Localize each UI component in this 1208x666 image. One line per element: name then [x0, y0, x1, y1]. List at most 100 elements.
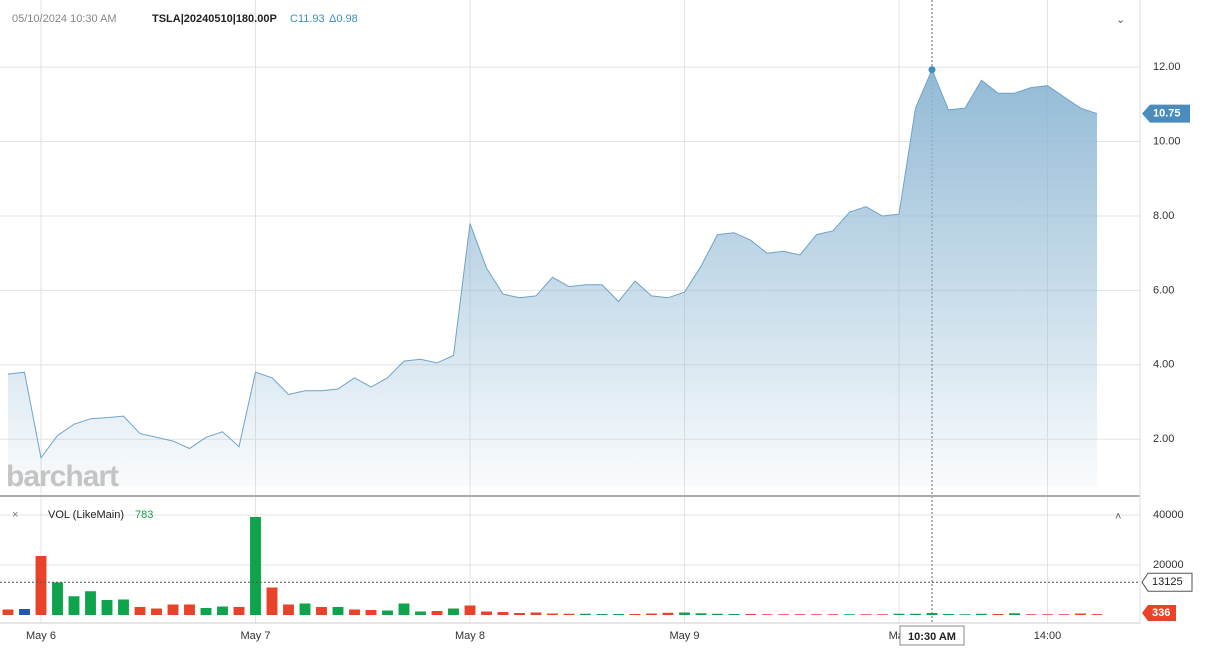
volume-bar [167, 604, 179, 615]
volume-bar [19, 609, 30, 615]
price-line [7, 68, 1098, 460]
volume-bar [118, 599, 129, 615]
volume-bar [316, 607, 327, 615]
volume-bar [481, 611, 492, 615]
volume-bar [844, 614, 855, 615]
volume-bar [250, 517, 261, 615]
header-datetime: 05/10/2024 10:30 AM [12, 13, 117, 25]
volume-bar [101, 600, 113, 615]
reference-tag [1141, 572, 1193, 592]
volume-bar [398, 603, 410, 615]
volume-bar [860, 614, 872, 615]
area-fill [8, 69, 1097, 487]
crosshair-label: 10:30 AM [908, 631, 956, 643]
last-volume-tag [1142, 605, 1176, 621]
volume-bar [1025, 614, 1037, 615]
x-tick-label: May 6 [26, 630, 56, 642]
y-tick-label: 40000 [1153, 509, 1184, 521]
last-volume-label: 336 [1152, 607, 1170, 619]
volume-bar [877, 614, 888, 615]
volume-bar [943, 614, 954, 615]
crosshair-label-box [899, 625, 965, 646]
volume-bar [794, 614, 806, 615]
volume-bar [85, 591, 96, 615]
y-tick-label: 12.00 [1153, 61, 1181, 73]
watermark: barchart [6, 460, 119, 493]
volume-title: VOL (LikeMain) [48, 509, 124, 521]
volume-bar [629, 614, 641, 615]
volume-bar [662, 612, 674, 615]
x-tick-label: May 8 [455, 630, 485, 642]
volume-bar [1075, 613, 1086, 615]
last-price-tag [1142, 104, 1190, 123]
collapse-icon[interactable]: ⌄ [1116, 14, 1125, 26]
volume-bar [926, 613, 938, 615]
volume-bar [1058, 614, 1070, 615]
x-tick-label: May 7 [241, 630, 271, 642]
volume-bar [596, 614, 608, 615]
volume-bar [332, 607, 344, 615]
y-tick-label: 10.00 [1153, 135, 1181, 147]
volume-bar [893, 613, 905, 615]
volume-bar [646, 613, 657, 615]
y-tick-label: 8.00 [1153, 210, 1174, 222]
volume-bar [2, 609, 14, 615]
volume-bar [217, 606, 228, 615]
volume-bar [1091, 614, 1103, 615]
volume-bar [35, 556, 47, 615]
header-close: C11.93 [290, 13, 325, 25]
expand-icon[interactable]: ˄ [1115, 511, 1121, 523]
y-tick-label: 2.00 [1153, 433, 1174, 445]
volume-bar [448, 608, 459, 615]
volume-bar [695, 613, 707, 615]
volume-bar [761, 614, 773, 615]
volume-bar [233, 607, 245, 615]
volume-bar [382, 610, 393, 615]
x-tick-label: 14:00 [1034, 630, 1062, 642]
volume-bar [745, 614, 756, 615]
y-tick-label: 4.00 [1153, 359, 1174, 371]
header-symbol: TSLA|20240510|180.00P [152, 13, 277, 25]
volume-bar [1042, 614, 1053, 615]
volume-bar [299, 603, 311, 615]
volume-bar [184, 604, 195, 615]
crosshair-point [928, 66, 936, 74]
volume-bar [547, 613, 558, 615]
volume-bar [283, 604, 294, 615]
reference-label: 13125 [1152, 576, 1183, 588]
x-tick-label: May 9 [670, 630, 700, 642]
volume-bar [464, 605, 476, 615]
header-change: Δ0.98 [329, 13, 358, 25]
volume-bar [349, 609, 360, 615]
volume-bar [1009, 613, 1020, 615]
volume-bar [431, 611, 443, 615]
y-tick-label: 6.00 [1153, 284, 1174, 296]
volume-bar [992, 614, 1004, 615]
volume-bar [530, 612, 542, 615]
volume-bar [68, 596, 80, 615]
volume-bar [266, 587, 278, 615]
volume-bar [959, 614, 971, 615]
y-tick-label: 20000 [1153, 559, 1184, 571]
volume-bar [134, 607, 146, 615]
volume-bar [728, 614, 740, 615]
volume-bar [200, 608, 212, 615]
volume-bar [365, 610, 377, 615]
volume-bar [563, 613, 575, 615]
volume-bar [151, 608, 162, 615]
last-price-label: 10.75 [1153, 108, 1181, 120]
volume-bar [712, 613, 723, 615]
volume-bar [580, 613, 591, 615]
volume-bar [52, 582, 63, 615]
volume-bar [827, 614, 839, 615]
volume-readout: 783 [135, 509, 153, 521]
volume-bar [613, 614, 624, 615]
close-icon[interactable]: × [12, 509, 18, 521]
volume-bar [976, 613, 987, 615]
volume-bar [514, 613, 525, 615]
volume-bar [497, 612, 509, 615]
volume-bar [811, 614, 822, 615]
volume-bar [778, 614, 789, 615]
volume-bar [679, 612, 690, 615]
volume-bar [910, 613, 921, 615]
